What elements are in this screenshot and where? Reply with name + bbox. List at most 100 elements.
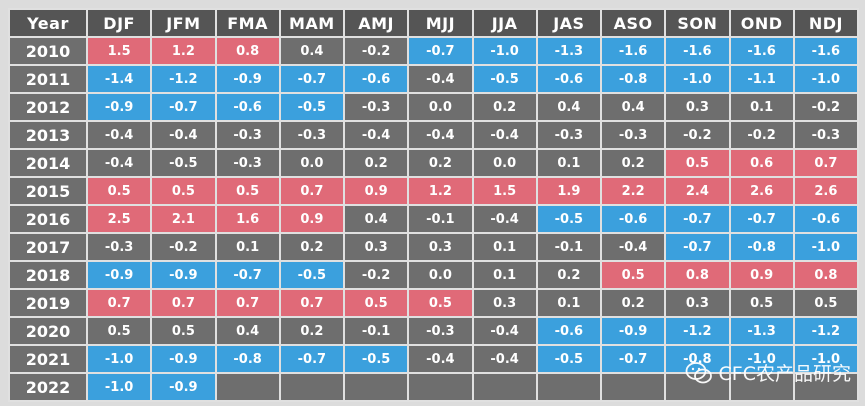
value-cell: -0.9: [602, 318, 665, 344]
table-row: 2017 -0.3 -0.2 0.1 0.2 0.3 0.3 0.1 -0.1 -0.4 -0.7-…: [10, 234, 857, 260]
value-cell: -0.2: [730, 122, 793, 148]
value-cell: -1.1: [730, 66, 793, 92]
value-cell: 0.3: [666, 290, 729, 316]
table-row: 2015 0.5 0.5 0.5 0.7 0.9 1.2 1.5 1.9 2.2 2.4 2.6 2.6: [10, 178, 857, 204]
column-header-aso: ASO: [602, 10, 665, 36]
value-cell: -0.5: [537, 346, 600, 372]
empty-cell: [666, 374, 729, 400]
value-cell: 0.3: [345, 234, 408, 260]
year-cell: 2021: [10, 346, 86, 372]
value-cell: -1.2: [152, 66, 215, 92]
value-cell: 2.6: [730, 178, 793, 204]
value-cell: 1.5: [473, 178, 536, 204]
value-cell: -1.6: [730, 38, 793, 64]
value-cell: -0.7: [280, 346, 343, 372]
table-row: 2019 0.7 0.7 0.7 0.7 0.5 0.5 0.3 0.1 0.2 0.3 0.5 0.5: [10, 290, 857, 316]
value-cell: -0.7: [152, 94, 215, 120]
table-row: 2021 -1.0 -0.9 -0.8 -0.7 -0.5 -0.4 -0.4 -0.5 -0.7…: [10, 346, 857, 372]
value-cell: 0.2: [345, 150, 408, 176]
value-cell: -0.9: [152, 374, 215, 400]
column-header-amj: AMJ: [345, 10, 408, 36]
value-cell: 0.8: [666, 262, 729, 288]
value-cell: -0.9: [152, 346, 215, 372]
year-cell: 2020: [10, 318, 86, 344]
value-cell: 1.9: [537, 178, 600, 204]
value-cell: -0.8: [216, 346, 279, 372]
value-cell: -1.0: [88, 374, 151, 400]
year-cell: 2018: [10, 262, 86, 288]
value-cell: 0.7: [280, 290, 343, 316]
value-cell: 2.4: [666, 178, 729, 204]
empty-cell: [537, 374, 600, 400]
value-cell: 1.6: [216, 206, 279, 232]
year-cell: 2016: [10, 206, 86, 232]
value-cell: 2.1: [152, 206, 215, 232]
table-row: 2013 -0.4 -0.4 -0.3 -0.3 -0.4 -0.4 -0.4 -0.3 -0.3…: [10, 122, 857, 148]
value-cell: -1.6: [666, 38, 729, 64]
year-cell: 2010: [10, 38, 86, 64]
value-cell: 0.5: [730, 290, 793, 316]
year-cell: 2014: [10, 150, 86, 176]
value-cell: -0.6: [602, 206, 665, 232]
value-cell: 0.5: [794, 290, 857, 316]
value-cell: 0.7: [152, 290, 215, 316]
value-cell: 0.9: [280, 206, 343, 232]
value-cell: -0.4: [345, 122, 408, 148]
column-header-djf: DJF: [88, 10, 151, 36]
value-cell: 0.6: [730, 150, 793, 176]
value-cell: 0.5: [216, 178, 279, 204]
value-cell: -0.9: [88, 94, 151, 120]
value-cell: -0.4: [152, 122, 215, 148]
value-cell: 0.5: [666, 150, 729, 176]
value-cell: -0.7: [666, 206, 729, 232]
value-cell: -0.3: [409, 318, 472, 344]
value-cell: -0.4: [473, 122, 536, 148]
empty-cell: [473, 374, 536, 400]
value-cell: -0.3: [794, 122, 857, 148]
value-cell: -0.2: [794, 94, 857, 120]
year-cell: 2017: [10, 234, 86, 260]
value-cell: 0.2: [280, 234, 343, 260]
value-cell: -1.4: [88, 66, 151, 92]
value-cell: -0.3: [88, 234, 151, 260]
value-cell: 0.4: [345, 206, 408, 232]
value-cell: -0.3: [280, 122, 343, 148]
value-cell: 0.1: [473, 234, 536, 260]
oni-table: Year DJF JFM FMA MAM AMJ MJJ JJA JAS ASO SON OND NDJ…: [8, 8, 859, 402]
value-cell: -0.4: [409, 66, 472, 92]
value-cell: -1.0: [666, 66, 729, 92]
value-cell: 0.5: [409, 290, 472, 316]
value-cell: -1.6: [602, 38, 665, 64]
value-cell: 0.7: [794, 150, 857, 176]
year-cell: 2013: [10, 122, 86, 148]
table-row: 2020 0.5 0.5 0.4 0.2 -0.1 -0.3 -0.4 -0.6 -0.9 -1.2…: [10, 318, 857, 344]
value-cell: -0.6: [537, 318, 600, 344]
table-row: 2016 2.5 2.1 1.6 0.9 0.4 -0.1 -0.4 -0.5 -0.6 -0.7-…: [10, 206, 857, 232]
value-cell: 0.9: [345, 178, 408, 204]
value-cell: -0.7: [216, 262, 279, 288]
value-cell: -0.3: [345, 94, 408, 120]
value-cell: -1.0: [88, 346, 151, 372]
value-cell: -0.7: [280, 66, 343, 92]
value-cell: -0.8: [666, 346, 729, 372]
value-cell: 0.3: [473, 290, 536, 316]
value-cell: -0.4: [88, 122, 151, 148]
value-cell: -0.5: [537, 206, 600, 232]
header-row: Year DJF JFM FMA MAM AMJ MJJ JJA JAS ASO SON OND NDJ: [10, 10, 857, 36]
value-cell: -0.9: [88, 262, 151, 288]
value-cell: -0.9: [216, 66, 279, 92]
value-cell: 0.2: [537, 262, 600, 288]
column-header-mjj: MJJ: [409, 10, 472, 36]
value-cell: 0.8: [216, 38, 279, 64]
column-header-mam: MAM: [280, 10, 343, 36]
value-cell: -0.2: [345, 262, 408, 288]
value-cell: 0.0: [280, 150, 343, 176]
value-cell: 0.4: [216, 318, 279, 344]
column-header-jas: JAS: [537, 10, 600, 36]
column-header-ndj: NDJ: [794, 10, 857, 36]
year-cell: 2015: [10, 178, 86, 204]
value-cell: 0.4: [602, 94, 665, 120]
value-cell: -0.5: [280, 262, 343, 288]
value-cell: -0.2: [152, 234, 215, 260]
value-cell: -1.6: [794, 38, 857, 64]
